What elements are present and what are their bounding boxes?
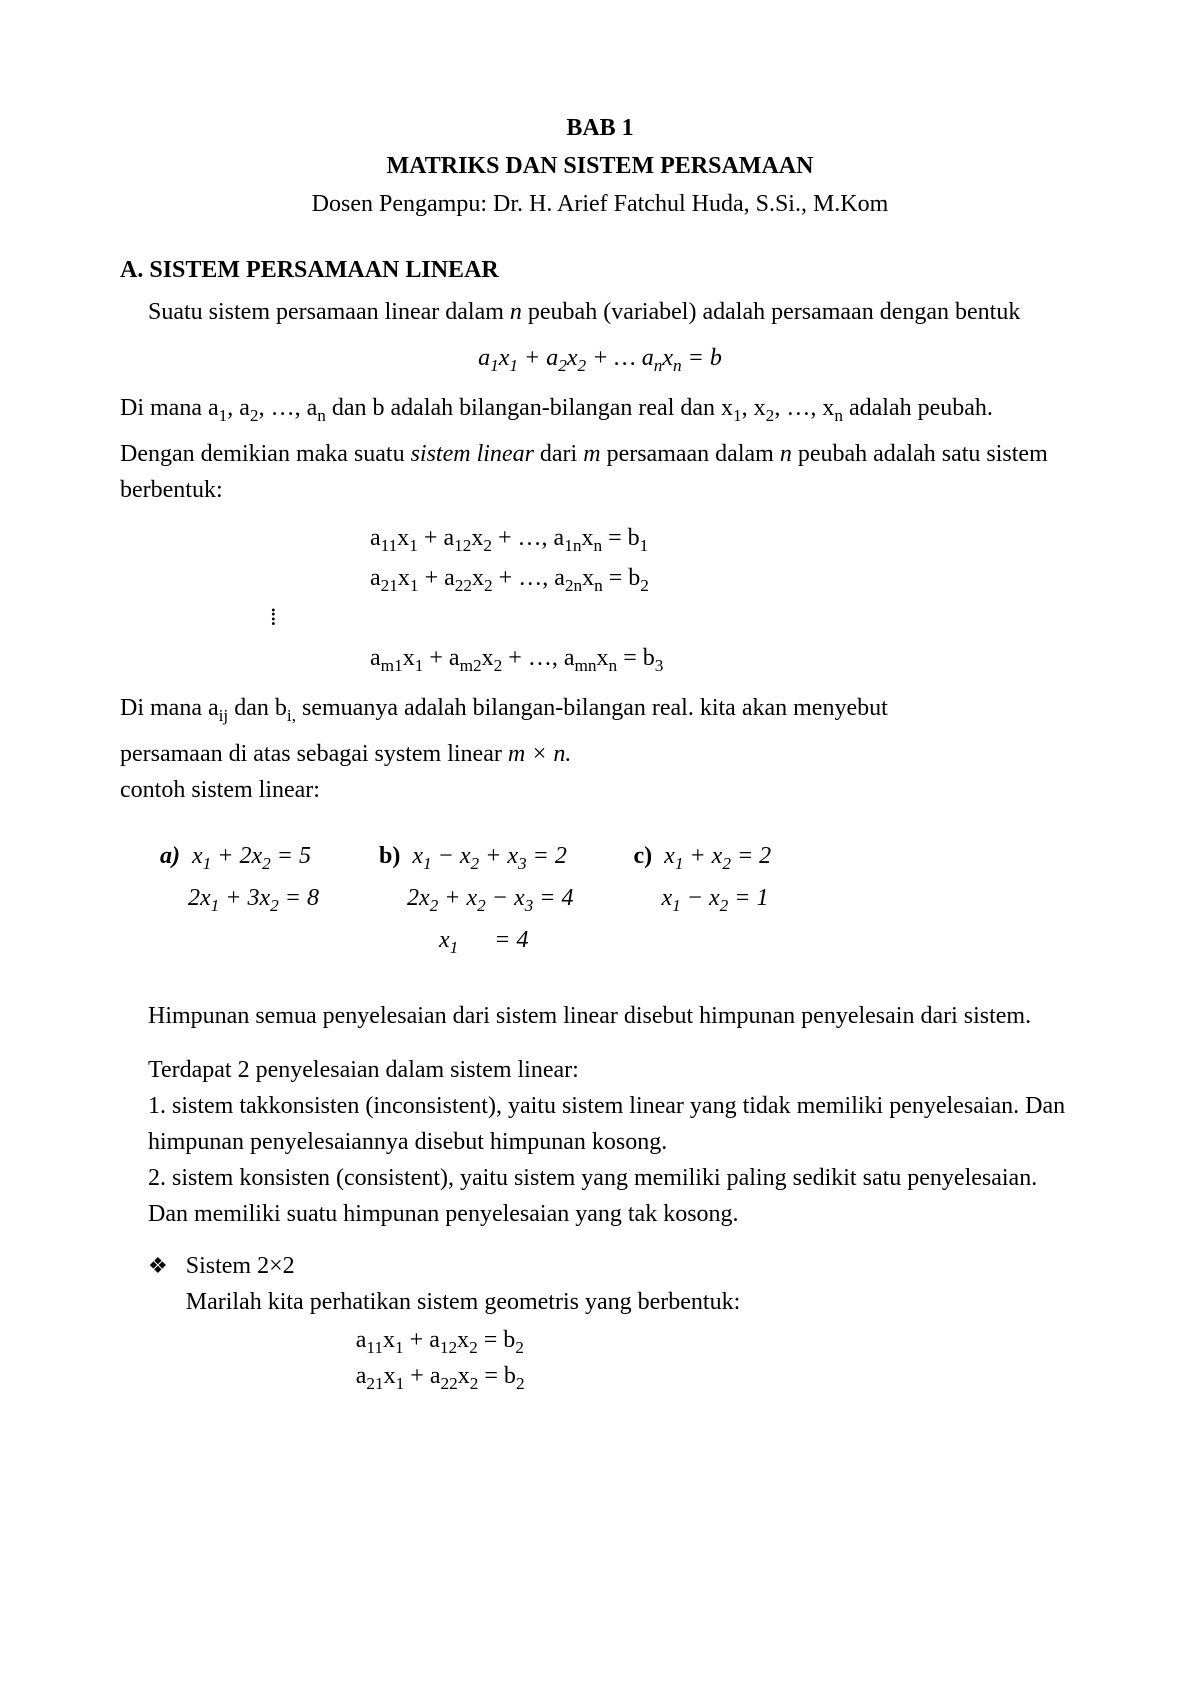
- chapter-title: MATRIKS DAN SISTEM PERSAMAAN: [120, 148, 1080, 184]
- example-c-line2: x1 − x2 = 1: [634, 880, 772, 916]
- system-dots: ⁞: [270, 600, 1080, 636]
- intro-italic-n: n: [510, 299, 522, 325]
- intro-text-1: Suatu sistem persamaan linear dalam: [148, 299, 510, 325]
- example-a-label: a): [160, 843, 180, 869]
- bullet-body: Sistem 2×2 Marilah kita perhatikan siste…: [186, 1248, 741, 1394]
- section-a-label: A.: [120, 252, 143, 288]
- lecturer-line: Dosen Pengampu: Dr. H. Arief Fatchul Hud…: [120, 186, 1080, 222]
- aij-2-italic: m × n.: [508, 741, 572, 767]
- system-2x2: a11x1 + a12x2 = b2 a21x1 + a22x2 = b2: [186, 1322, 741, 1394]
- dengan-m: m: [583, 441, 600, 467]
- paragraph-dengan: Dengan demikian maka suatu sistem linear…: [120, 436, 1080, 508]
- section-a-title: SISTEM PERSAMAAN LINEAR: [149, 252, 498, 288]
- intro-text-2: peubah (variabel) adalah persamaan denga…: [522, 299, 1020, 325]
- system-block: a11x1 + a12x2 + …, a1nxn = b1 a21x1 + a2…: [120, 520, 1080, 676]
- paragraph-terdapat: Terdapat 2 penyelesaian dalam sistem lin…: [120, 1052, 1080, 1088]
- example-b-label: b): [379, 843, 400, 869]
- example-c: c) x1 + x2 = 2 x1 − x2 = 1: [634, 832, 772, 964]
- lecturer-prefix: Dosen Pengampu:: [312, 191, 493, 217]
- section-a-heading: A. SISTEM PERSAMAAN LINEAR: [120, 252, 1080, 288]
- page: BAB 1 MATRIKS DAN SISTEM PERSAMAAN Dosen…: [0, 0, 1200, 1697]
- paragraph-contoh: contoh sistem linear:: [120, 772, 1080, 808]
- lecturer-name: Dr. H. Arief Fatchul Huda, S.Si., M.Kom: [493, 191, 888, 217]
- bullet-title: Sistem 2×2: [186, 1248, 741, 1284]
- system-2x2-line1: a11x1 + a12x2 = b2: [356, 1322, 741, 1358]
- dengan-3: persamaan dalam: [601, 441, 780, 467]
- dengan-1: Dengan demikian maka suatu: [120, 441, 411, 467]
- diamond-bullet-icon: ❖: [148, 1248, 168, 1283]
- example-b: b) x1 − x2 + x3 = 2 2x2 + x2 − x3 = 4 x1…: [379, 832, 574, 964]
- main-equation: a1x1 + a2x2 + … anxn = b: [120, 340, 1080, 376]
- paragraph-himpunan: Himpunan semua penyelesaian dari sistem …: [120, 998, 1080, 1034]
- aij-2-before: persamaan di atas sebagai system linear: [120, 741, 508, 767]
- paragraph-aij-1: Di mana aij dan bi, semuanya adalah bila…: [120, 690, 1080, 726]
- paragraph-dimana: Di mana a1, a2, …, an dan b adalah bilan…: [120, 390, 1080, 426]
- intro-line: Suatu sistem persamaan linear dalam n pe…: [120, 294, 1080, 330]
- example-a-line1: x1 + 2x2 = 5: [192, 843, 311, 869]
- dengan-2: dari: [534, 441, 583, 467]
- list-item-2: 2. sistem konsisten (consistent), yaitu …: [120, 1160, 1080, 1232]
- example-b-line1: x1 − x2 + x3 = 2: [412, 843, 567, 869]
- system-line-2: a21x1 + a22x2 + …, a2nxn = b2: [370, 560, 1080, 596]
- bullet-2x2: ❖ Sistem 2×2 Marilah kita perhatikan sis…: [120, 1248, 1080, 1394]
- paragraph-aij-2: persamaan di atas sebagai system linear …: [120, 736, 1080, 772]
- chapter-label: BAB 1: [120, 110, 1080, 146]
- examples-row: a) x1 + 2x2 = 5 2x1 + 3x2 = 8 b) x1 − x2…: [160, 832, 1080, 964]
- system-line-1: a11x1 + a12x2 + …, a1nxn = b1: [370, 520, 1080, 556]
- system-2x2-line2: a21x1 + a22x2 = b2: [356, 1358, 741, 1394]
- system-line-3: am1x1 + am2x2 + …, amnxn = b3: [370, 640, 1080, 676]
- example-b-line3: x1 = 4: [379, 922, 574, 958]
- example-b-line2: 2x2 + x2 − x3 = 4: [379, 880, 574, 916]
- example-a-line2: 2x1 + 3x2 = 8: [160, 880, 319, 916]
- example-c-line1: x1 + x2 = 2: [664, 843, 771, 869]
- dengan-italic: sistem linear: [411, 441, 534, 467]
- example-a: a) x1 + 2x2 = 5 2x1 + 3x2 = 8: [160, 832, 319, 964]
- dengan-n: n: [780, 441, 792, 467]
- bullet-line: Marilah kita perhatikan sistem geometris…: [186, 1284, 741, 1320]
- list-item-1: 1. sistem takkonsisten (inconsistent), y…: [120, 1088, 1080, 1160]
- example-c-label: c): [634, 843, 653, 869]
